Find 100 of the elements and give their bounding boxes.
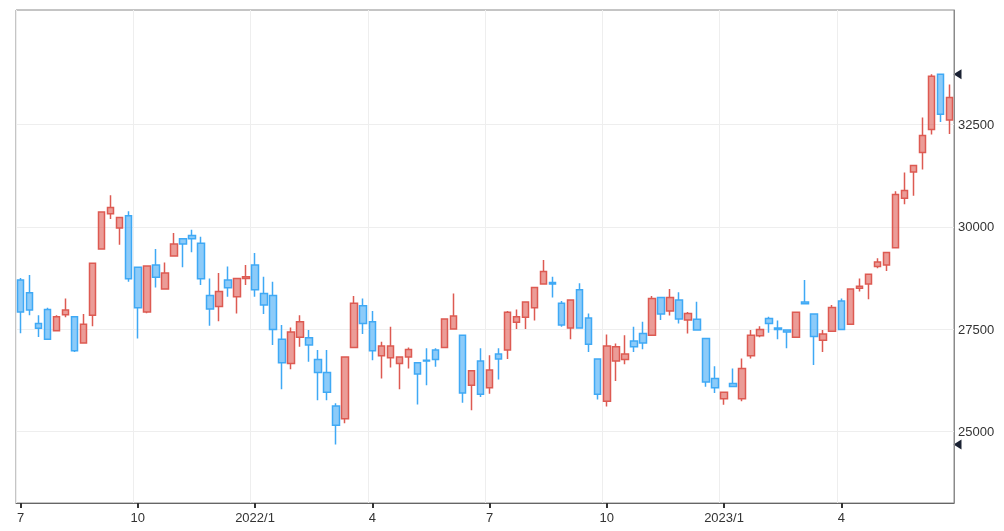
candlestick [88,262,97,328]
candlestick [674,291,684,325]
candlestick [837,297,846,331]
candlestick [304,329,314,363]
candlestick [214,272,224,323]
candlestick [494,347,503,381]
candlestick [331,402,341,446]
candlestick [151,248,161,289]
candlestick [773,319,783,341]
candlestick [818,329,828,353]
candlestick [737,357,747,402]
candlestick [349,295,359,349]
candlestick [25,274,34,316]
x-tick-label: 10 [599,510,614,525]
candlestick [873,257,882,269]
candlestick [259,276,269,315]
candlestick [413,361,422,406]
candlestick [647,295,657,337]
candlestick [809,313,819,366]
candlestick [295,314,305,348]
candlestick [404,346,413,370]
x-tick-label: 7 [16,510,25,525]
candlestick [169,232,179,258]
candlestick [268,280,278,346]
candlestick [422,347,431,386]
candlestick [16,277,25,334]
x-tick-label: 2023/1 [704,510,744,525]
candlestick [196,235,206,286]
candlestick [936,73,945,123]
candlestick [458,334,467,404]
candlestick [557,300,566,328]
candlestick [864,273,873,300]
candlestick [277,324,287,391]
candlestick [377,341,386,380]
x-tick-label: 2022/1 [235,510,275,525]
candlestick [124,210,133,283]
candlestick [764,316,774,334]
candlestick [395,356,404,391]
candlestick [485,354,494,395]
candlestick [692,300,702,331]
candlestick [918,116,927,171]
candlestick [855,277,864,293]
candlestick [223,265,233,298]
candlestick [97,211,106,250]
candlestick [791,311,801,339]
candlestick [900,171,909,206]
candlestick [701,337,711,388]
candlestick [846,288,855,325]
candlestick [656,296,666,321]
candlestick [611,342,621,382]
candlestick [521,301,530,330]
candlestick [584,312,593,353]
candlestick [530,286,539,322]
candlestick [106,194,115,220]
candlestick [250,252,260,298]
candlestick [142,265,152,314]
candlestick [467,370,476,411]
y-tick-label: 32500 [958,117,995,133]
candlestick [79,313,88,344]
candlestick [61,297,70,319]
candlestick [476,347,485,398]
candlestick [313,349,323,402]
candlestick [710,365,720,394]
candlestick [160,261,170,290]
candlestick [638,321,648,350]
y-tick-label: 30000 [958,219,995,235]
candlestick [187,228,197,253]
candlestick [548,276,557,299]
candlestick [503,310,512,360]
candlestick [440,318,449,349]
candlestick [358,297,368,335]
candlestick [683,311,693,335]
x-tick-label: 4 [837,510,845,525]
candlestick [133,266,143,340]
x-tick-label: 7 [485,510,494,525]
candlestick [665,288,675,317]
candlestick [512,308,521,330]
candlestick [232,277,242,315]
candlestick [368,310,377,361]
candlestick [927,73,936,136]
candlestick [800,279,810,305]
candlestick [755,325,765,339]
candlestick [575,282,584,329]
candlestick [43,307,52,341]
candlestick [449,292,458,330]
candlestick [602,333,612,408]
candlestick [386,325,395,369]
candlestick [286,326,296,370]
candlestick [205,277,215,327]
candlestick [115,216,124,246]
candlestick [70,316,79,353]
candlestick [746,329,756,360]
candlestick [52,314,61,332]
candlestick [593,358,602,401]
candlestick [34,314,43,338]
candlestick [566,299,575,341]
candlestick [909,163,918,197]
candlestick [719,391,729,406]
candlestick [620,334,630,366]
candlestick [882,251,891,272]
